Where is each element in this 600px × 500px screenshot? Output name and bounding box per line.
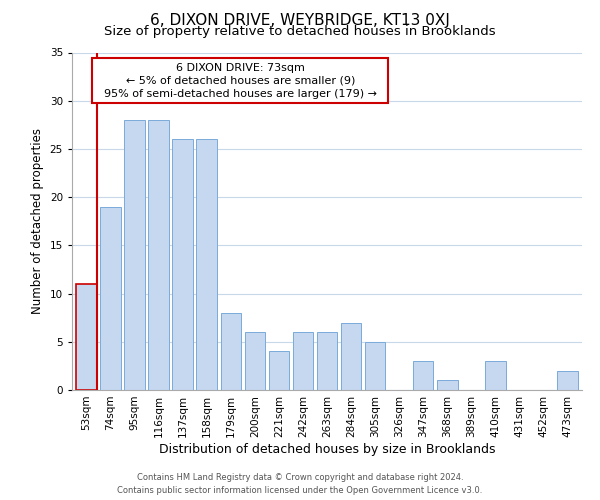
Bar [485,361,506,390]
Text: Contains HM Land Registry data © Crown copyright and database right 2024.
Contai: Contains HM Land Registry data © Crown c… [118,474,482,495]
Bar [557,370,578,390]
Text: 6 DIXON DRIVE: 73sqm  
  ← 5% of detached houses are smaller (9)  
  95% of semi: 6 DIXON DRIVE: 73sqm ← 5% of detached ho… [97,62,384,99]
Bar [76,284,97,390]
Bar [269,352,289,390]
Y-axis label: Number of detached properties: Number of detached properties [31,128,44,314]
Text: Size of property relative to detached houses in Brooklands: Size of property relative to detached ho… [104,25,496,38]
X-axis label: Distribution of detached houses by size in Brooklands: Distribution of detached houses by size … [159,442,495,456]
Text: 6, DIXON DRIVE, WEYBRIDGE, KT13 0XJ: 6, DIXON DRIVE, WEYBRIDGE, KT13 0XJ [150,12,450,28]
Bar [124,120,145,390]
Bar [245,332,265,390]
Bar [148,120,169,390]
Bar [196,140,217,390]
Bar [341,322,361,390]
Bar [437,380,458,390]
Bar [413,361,433,390]
Bar [365,342,385,390]
Bar [293,332,313,390]
Bar [317,332,337,390]
Bar [172,140,193,390]
Bar [100,207,121,390]
Bar [221,313,241,390]
